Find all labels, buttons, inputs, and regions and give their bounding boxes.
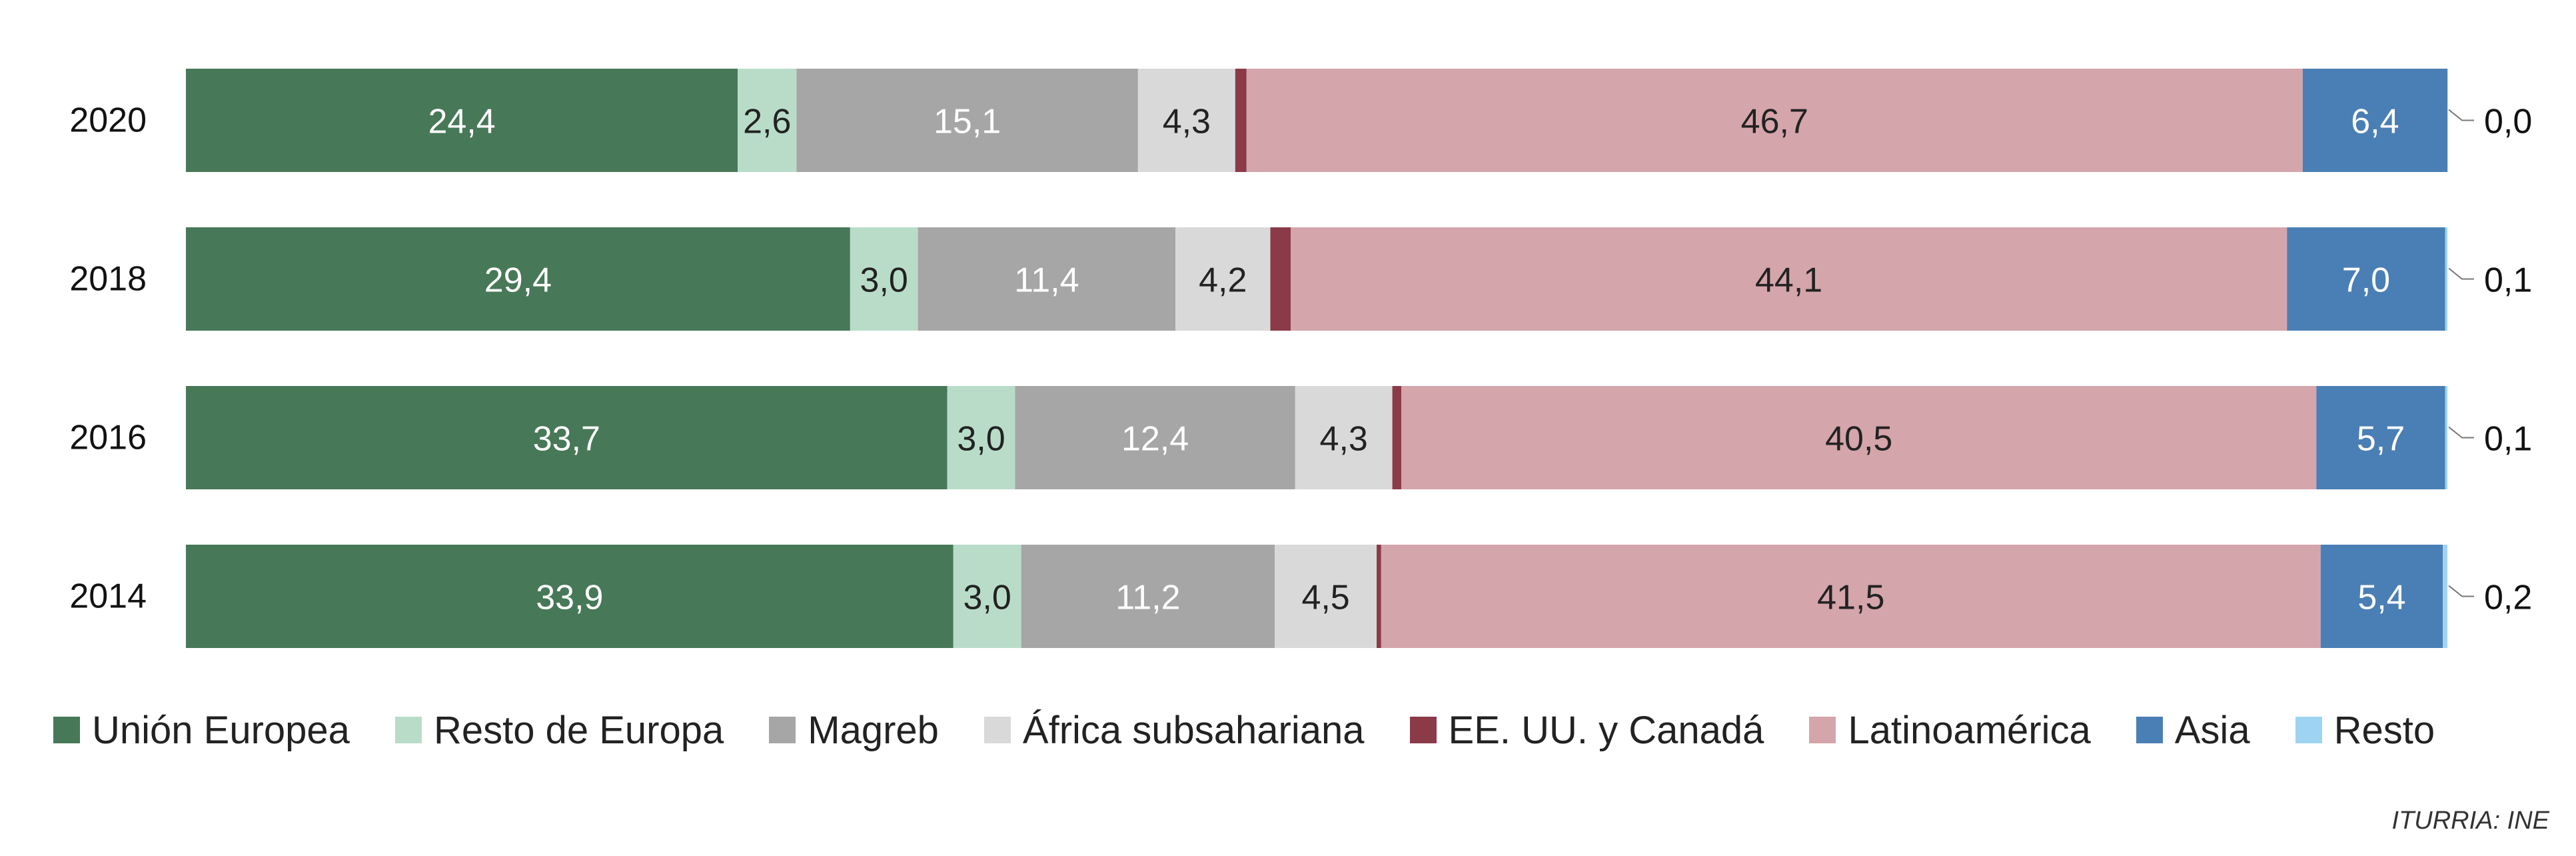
- bar-segment: [918, 227, 1176, 331]
- data-label: 5,4: [2357, 579, 2405, 617]
- bar-segment: [1270, 227, 1291, 331]
- legend-swatch: [983, 717, 1011, 743]
- bar-segment: [1377, 545, 1381, 648]
- legend-label: Resto: [2333, 708, 2435, 752]
- data-label: 3,0: [957, 420, 1005, 459]
- data-label: 12,4: [1121, 420, 1189, 459]
- data-label: 11,4: [1014, 261, 1079, 300]
- y-tick-label: 2016: [69, 419, 147, 457]
- legend-item: Resto de Europa: [394, 708, 724, 753]
- data-label: 0,1: [2484, 420, 2532, 459]
- bar-segment: [1137, 69, 1235, 172]
- data-label: 4,2: [1199, 261, 1247, 300]
- bar-segment: [1015, 386, 1295, 489]
- bar-segment: [2447, 69, 2448, 172]
- data-label: 5,7: [2357, 420, 2405, 459]
- legend-item: África subsahariana: [983, 708, 1365, 753]
- legend-item: Unión Europea: [53, 708, 350, 753]
- bar-segment: [1295, 386, 1393, 489]
- legend-item: Asia: [2136, 708, 2250, 753]
- legend-swatch: [394, 717, 422, 743]
- bar-segment: [1401, 386, 2317, 489]
- bar-segment: [2287, 227, 2445, 331]
- legend-swatch: [1409, 717, 1437, 743]
- bar-segment: [1175, 227, 1271, 331]
- leader-line: [2448, 585, 2474, 597]
- bar-segment: [953, 545, 1021, 648]
- bar-segment: [2445, 386, 2447, 489]
- bar-segment: [2302, 69, 2447, 172]
- leader-line: [2448, 426, 2474, 439]
- bar-segment: [2443, 545, 2447, 648]
- bar-segment: [1392, 386, 1402, 489]
- legend-label: Magreb: [808, 708, 939, 752]
- bar-segment: [850, 227, 918, 331]
- bar-segment: [186, 386, 948, 489]
- data-label: 0,1: [2484, 261, 2532, 300]
- data-label: 11,2: [1115, 579, 1180, 617]
- data-label: 0,0: [2484, 103, 2532, 141]
- bar-segment: [796, 69, 1138, 172]
- data-label: 40,5: [1825, 420, 1892, 459]
- bar-segment: [186, 227, 850, 331]
- data-label: 15,1: [934, 103, 1001, 141]
- legend-label: Resto de Europa: [433, 708, 724, 752]
- legend-swatch: [769, 717, 796, 743]
- bar-segment: [1246, 69, 2303, 172]
- legend-label: Unión Europea: [92, 708, 350, 752]
- data-label: 46,7: [1741, 103, 1808, 141]
- legend-swatch: [2295, 717, 2322, 743]
- leader-line: [2448, 267, 2474, 280]
- legend-label: Latinoamérica: [1848, 708, 2091, 752]
- bar-segment: [738, 69, 797, 172]
- legend-swatch: [1809, 717, 1836, 743]
- bar-segment: [1381, 545, 2321, 648]
- bar-segment: [2320, 545, 2443, 648]
- bar-segment: [1291, 227, 2287, 331]
- data-label: 4,3: [1163, 103, 1211, 141]
- bar-segment: [1275, 545, 1377, 648]
- bar-segment: [2445, 227, 2447, 331]
- legend: Unión Europea Resto de Europa Magreb África…: [53, 707, 2435, 753]
- legend-item: Magreb: [769, 708, 939, 753]
- bar-segment: [1235, 69, 1247, 172]
- data-label: 3,0: [860, 261, 908, 300]
- data-label: 4,5: [1301, 579, 1349, 617]
- source-note: ITURRIA: INE: [2391, 807, 2549, 835]
- data-label: 2,6: [743, 103, 791, 141]
- data-label: 7,0: [2342, 261, 2390, 300]
- legend-item: EE. UU. y Canadá: [1409, 708, 1764, 753]
- legend-label: África subsahariana: [1022, 708, 1365, 752]
- data-label: 41,5: [1817, 579, 1884, 617]
- bar-segment: [947, 386, 1015, 489]
- bar-segment: [186, 69, 738, 172]
- y-tick-label: 2018: [69, 260, 147, 299]
- data-label: 0,2: [2484, 579, 2532, 617]
- y-tick-label: 2014: [69, 577, 147, 616]
- data-label: 6,4: [2351, 103, 2399, 141]
- data-label: 24,4: [428, 103, 495, 141]
- bar-segment: [1021, 545, 1275, 648]
- data-label: 3,0: [964, 579, 1011, 617]
- legend-label: Asia: [2174, 708, 2250, 752]
- data-label: 4,3: [1320, 420, 1368, 459]
- leader-line: [2448, 109, 2474, 121]
- data-label: 33,7: [533, 420, 600, 459]
- legend-label: EE. UU. y Canadá: [1448, 708, 1764, 752]
- data-label: 29,4: [484, 261, 552, 300]
- data-label: 33,9: [536, 579, 603, 617]
- y-tick-label: 2020: [69, 101, 147, 140]
- bar-segment: [186, 545, 954, 648]
- legend-item: Latinoamérica: [1809, 708, 2091, 753]
- legend-item: Resto: [2295, 708, 2435, 753]
- data-label: 44,1: [1755, 261, 1822, 300]
- legend-swatch: [53, 717, 80, 743]
- legend-swatch: [2136, 717, 2163, 743]
- bar-segment: [2316, 386, 2445, 489]
